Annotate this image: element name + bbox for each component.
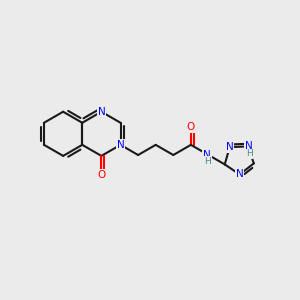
Text: N: N [236, 169, 244, 179]
Text: N: N [98, 107, 105, 117]
Text: H: H [246, 149, 253, 158]
Text: O: O [97, 170, 106, 180]
Text: H: H [204, 157, 210, 166]
Text: N: N [117, 140, 124, 150]
Text: N: N [203, 150, 211, 160]
Text: O: O [187, 122, 195, 132]
Text: N: N [245, 142, 253, 152]
Text: N: N [226, 142, 234, 152]
